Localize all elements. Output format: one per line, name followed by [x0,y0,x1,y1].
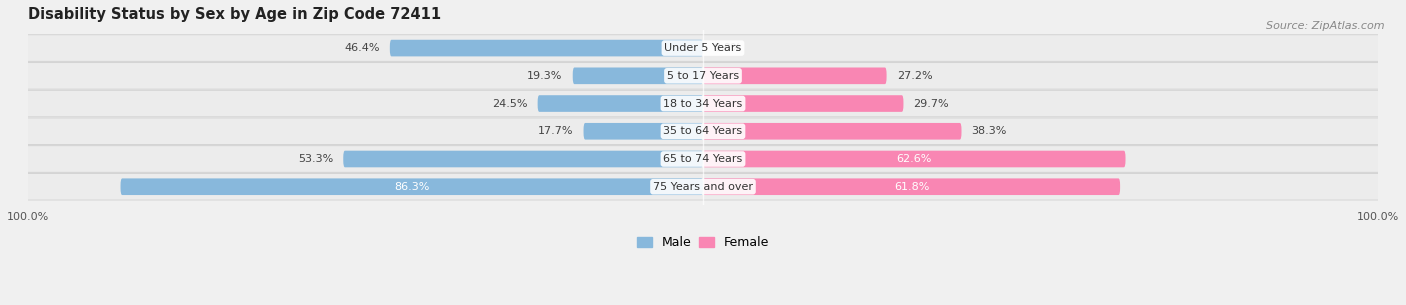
FancyBboxPatch shape [703,67,887,84]
Text: Under 5 Years: Under 5 Years [665,43,741,53]
FancyBboxPatch shape [18,90,1388,117]
FancyBboxPatch shape [18,146,1388,172]
FancyBboxPatch shape [389,40,703,56]
FancyBboxPatch shape [703,123,962,140]
FancyBboxPatch shape [18,35,1388,61]
FancyBboxPatch shape [583,123,703,140]
Text: 75 Years and over: 75 Years and over [652,182,754,192]
Text: 53.3%: 53.3% [298,154,333,164]
FancyBboxPatch shape [18,146,1388,172]
Text: Source: ZipAtlas.com: Source: ZipAtlas.com [1267,21,1385,31]
FancyBboxPatch shape [703,95,904,112]
FancyBboxPatch shape [121,178,703,195]
FancyBboxPatch shape [537,95,703,112]
FancyBboxPatch shape [18,174,1388,200]
FancyBboxPatch shape [572,67,703,84]
FancyBboxPatch shape [343,151,703,167]
Text: 0.0%: 0.0% [713,43,741,53]
FancyBboxPatch shape [18,63,1388,89]
Text: 18 to 34 Years: 18 to 34 Years [664,99,742,109]
Text: 65 to 74 Years: 65 to 74 Years [664,154,742,164]
Text: 24.5%: 24.5% [492,99,527,109]
FancyBboxPatch shape [703,178,1121,195]
FancyBboxPatch shape [18,35,1388,61]
Text: 19.3%: 19.3% [527,71,562,81]
Legend: Male, Female: Male, Female [631,231,775,254]
Text: 46.4%: 46.4% [344,43,380,53]
Text: 62.6%: 62.6% [897,154,932,164]
FancyBboxPatch shape [18,174,1388,199]
Text: Disability Status by Sex by Age in Zip Code 72411: Disability Status by Sex by Age in Zip C… [28,7,441,22]
Text: 17.7%: 17.7% [538,126,574,136]
Text: 35 to 64 Years: 35 to 64 Years [664,126,742,136]
FancyBboxPatch shape [703,151,1126,167]
Text: 5 to 17 Years: 5 to 17 Years [666,71,740,81]
Text: 38.3%: 38.3% [972,126,1007,136]
Text: 29.7%: 29.7% [914,99,949,109]
FancyBboxPatch shape [18,91,1388,116]
FancyBboxPatch shape [18,118,1388,145]
FancyBboxPatch shape [18,119,1388,144]
FancyBboxPatch shape [18,63,1388,88]
Text: 86.3%: 86.3% [394,182,429,192]
Text: 27.2%: 27.2% [897,71,932,81]
Text: 61.8%: 61.8% [894,182,929,192]
